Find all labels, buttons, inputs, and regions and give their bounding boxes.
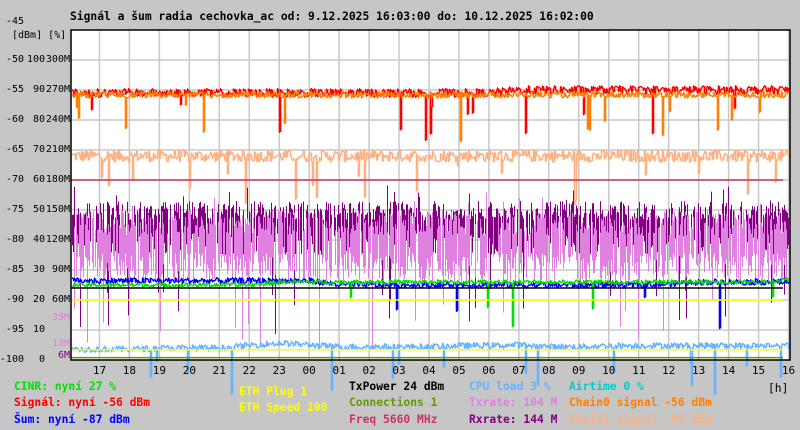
chart-title: Signál a šum radia cechovka_ac od: 9.12.… — [70, 10, 594, 23]
y-tick-label: 300M — [45, 54, 70, 65]
x-tick-label: 03 — [392, 364, 406, 377]
x-tick-label: 05 — [452, 364, 466, 377]
y-extra-label: 13M — [51, 337, 70, 349]
series-txrate — [74, 192, 790, 351]
y-tick-label: 150M — [45, 204, 70, 215]
legend-chain0: Chain0 signal -56 dBm — [569, 396, 712, 409]
x-tick-label: 13 — [692, 364, 706, 377]
y-tick-label: -70 — [5, 174, 24, 185]
y-tick-label: 90 — [32, 84, 45, 95]
y-tick-label: -80 — [5, 234, 24, 245]
x-tick-label: 08 — [542, 364, 556, 377]
x-tick-label: 10 — [602, 364, 616, 377]
y-tick-label: 40 — [32, 234, 45, 245]
legend-cpu: CPU load 3 % — [469, 380, 551, 393]
x-tick-label: 20 — [182, 364, 196, 377]
x-tick-label: 09 — [572, 364, 586, 377]
y-tick-label: 240M — [45, 114, 70, 125]
y-extra-label: 6M — [57, 349, 70, 361]
plot-background — [71, 30, 790, 360]
y-tick-label: -45 — [5, 16, 24, 27]
legend-txpower: TxPower 24 dBm — [349, 380, 445, 393]
y-tick-label: 270M — [45, 84, 70, 95]
legend-signal: Signál: nyní -56 dBm — [14, 396, 151, 409]
x-tick-label: 06 — [482, 364, 496, 377]
y-tick-label: 10 — [32, 324, 45, 335]
legend-freq: Freq 5660 MHz — [349, 413, 438, 426]
x-tick-label: 12 — [662, 364, 676, 377]
y-tick-label: 30 — [32, 264, 45, 275]
x-tick-label: 18 — [122, 364, 137, 377]
x-tick-label: 22 — [242, 364, 256, 377]
y-tick-label: 180M — [45, 174, 70, 185]
x-tick-label: 11 — [632, 364, 646, 377]
y-tick-label: 90M — [51, 264, 70, 275]
y-tick-label: -50 — [5, 54, 24, 65]
x-tick-label: 04 — [422, 364, 436, 377]
x-tick-label: 02 — [362, 364, 376, 377]
y-tick-label: 20 — [32, 294, 45, 305]
y-tick-label: -75 — [5, 204, 24, 215]
y-tick-label: 210M — [45, 144, 70, 155]
x-tick-label: 16 — [781, 364, 796, 377]
series-cinr — [72, 277, 791, 328]
y-tick-label: -65 — [5, 144, 24, 155]
y-tick-label: 120M — [45, 234, 70, 245]
x-tick-label: 00 — [302, 364, 316, 377]
x-tick-label: 21 — [212, 364, 226, 377]
y-tick-label: -85 — [5, 264, 24, 275]
legend-eth-speed: ETH Speed 100 — [239, 401, 328, 414]
legend-noise: Šum: nyní -87 dBm — [14, 413, 130, 426]
x-tick-label: 07 — [512, 364, 526, 377]
y-tick-label: 70 — [32, 144, 45, 155]
y-axis-unit-label: [dBm] [%] — [12, 30, 67, 41]
y-tick-label: 80 — [32, 114, 45, 125]
y-tick-label: -100 — [0, 354, 24, 365]
y-tick-label: -60 — [5, 114, 24, 125]
x-tick-label: 01 — [332, 364, 346, 377]
legend-eth-plug: ETH Plug 1 — [239, 385, 308, 398]
legend-airtime: Airtime 0 % — [569, 380, 644, 393]
x-axis-unit-label: [h] — [768, 382, 789, 395]
series-chain1-signal — [72, 149, 791, 206]
series-chain0-signal — [72, 91, 791, 143]
x-tick-label: 15 — [751, 364, 766, 377]
legend-cinr: CINR: nyní 27 % — [14, 380, 117, 393]
x-tick-label: 14 — [721, 364, 736, 377]
legend-connections: Connections 1 — [349, 396, 438, 409]
plot-border — [70, 29, 791, 361]
y-tick-label: 60 — [32, 174, 45, 185]
x-tick-label: 23 — [272, 364, 286, 377]
legend-txrate: Txrate: 104 M — [469, 396, 558, 409]
y-tick-label: 50 — [32, 204, 45, 215]
y-tick-label: 0 — [38, 354, 45, 365]
y-tick-label: 100 — [26, 54, 45, 65]
y-extra-label: 39M — [51, 312, 70, 323]
legend-rxrate: Rxrate: 144 M — [469, 413, 558, 426]
y-tick-label: -95 — [5, 324, 24, 335]
y-tick-label: -55 — [5, 84, 24, 95]
y-tick-label: 60M — [51, 294, 70, 305]
x-tick-label: 19 — [152, 364, 166, 377]
legend-chain1: Chain1 signal -66 dBm — [569, 413, 712, 426]
x-tick-label: 17 — [92, 364, 107, 377]
y-tick-label: -90 — [5, 294, 24, 305]
